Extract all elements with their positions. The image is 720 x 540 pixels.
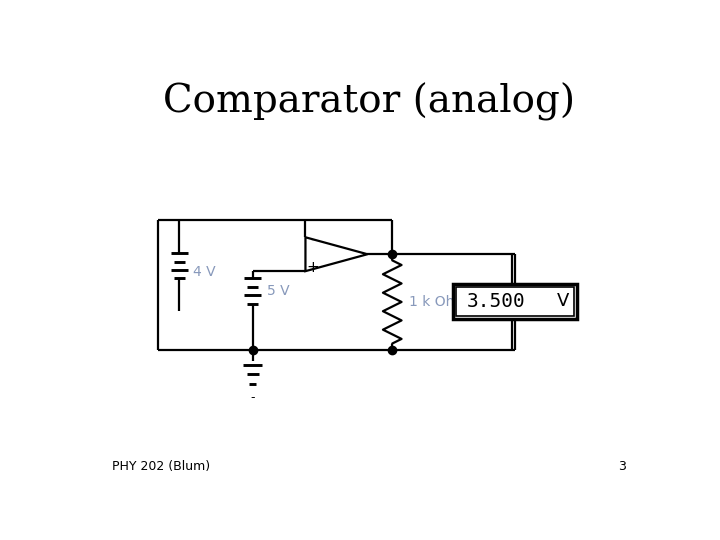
Text: +: + <box>307 260 320 275</box>
Text: 4 V: 4 V <box>193 265 216 279</box>
Bar <box>453 284 577 319</box>
Text: V: V <box>557 292 569 310</box>
Text: PHY 202 (Blum): PHY 202 (Blum) <box>112 460 210 473</box>
Text: 3: 3 <box>618 460 626 473</box>
Text: 3.500: 3.500 <box>467 292 526 310</box>
Text: 1 k Ohm: 1 k Ohm <box>409 295 468 309</box>
Text: -: - <box>311 234 315 248</box>
Bar <box>456 287 574 316</box>
Text: 5 V: 5 V <box>266 284 289 298</box>
Text: -: - <box>251 392 255 404</box>
Text: Comparator (analog): Comparator (analog) <box>163 83 575 121</box>
